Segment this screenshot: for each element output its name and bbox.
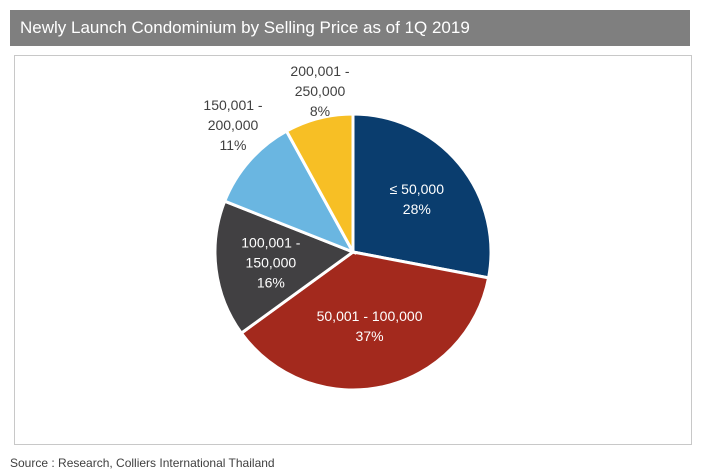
slice-label-2: 50,001 - 100,000 37% xyxy=(317,308,423,344)
chart-title: Newly Launch Condominium by Selling Pric… xyxy=(10,10,690,46)
pie-slice-3 xyxy=(213,199,357,336)
source-note: Source : Research, Colliers Internationa… xyxy=(10,456,275,470)
slice-label-4: 150,001 -200,000 11% xyxy=(203,97,262,153)
pie-slice-4 xyxy=(222,129,357,255)
slice-label-1: ≤ 50,000 28% xyxy=(390,181,445,217)
pie-slice-2 xyxy=(239,250,491,392)
chart-area: ≤ 50,000 28% 50,001 - 100,000 37% 100,001 -1… xyxy=(14,55,692,445)
slice-label-5: 200,001 -250,000 8% xyxy=(290,63,349,119)
slice-label-3: 100,001 -150,000 16% xyxy=(241,234,300,290)
pie-slice-5 xyxy=(284,112,355,253)
pie-slice-1 xyxy=(351,112,493,280)
pie-chart: ≤ 50,000 28% 50,001 - 100,000 37% 100,001 -1… xyxy=(203,63,493,392)
